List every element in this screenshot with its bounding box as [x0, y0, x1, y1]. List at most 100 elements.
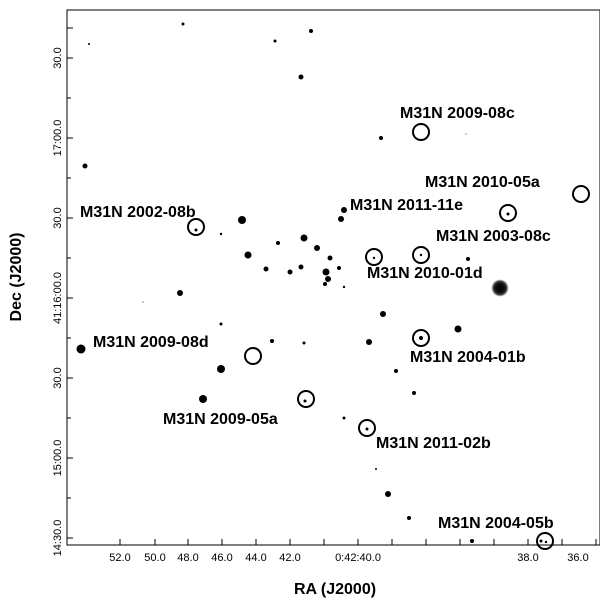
star — [380, 311, 386, 317]
x-tick-label: 42.0 — [279, 552, 300, 564]
star — [454, 325, 462, 333]
x-tick-label: 0:42:40.0 — [335, 552, 381, 564]
x-tick-label: 46.0 — [211, 552, 232, 564]
x-tick-label: 48.0 — [177, 552, 198, 564]
star — [465, 133, 467, 135]
star — [469, 351, 471, 353]
star — [470, 539, 474, 543]
star — [300, 234, 308, 242]
nova-label-2011-02b: M31N 2011-02b — [376, 435, 491, 452]
star — [385, 491, 391, 497]
nova-circle — [412, 329, 430, 347]
star — [309, 29, 313, 33]
star — [273, 39, 277, 43]
star — [466, 257, 470, 261]
nova-point — [194, 228, 198, 232]
star — [314, 245, 320, 251]
nova-point — [544, 540, 548, 544]
nova-point — [506, 212, 510, 216]
nova-label-2002-08b: M31N 2002-08b — [80, 204, 196, 221]
star — [322, 268, 330, 276]
x-tick-label: 38.0 — [517, 552, 538, 564]
nova-circle — [412, 123, 430, 141]
nova-point — [419, 253, 423, 257]
star — [379, 136, 383, 140]
y-tick-label: 15:00.0 — [52, 440, 64, 477]
y-axis — [67, 27, 73, 539]
star — [539, 539, 543, 543]
nova-point — [419, 336, 423, 340]
star — [287, 269, 293, 275]
nova-markers — [187, 123, 590, 550]
plot-frame — [66, 9, 600, 546]
nova-circle — [572, 185, 590, 203]
x-tick-label: 36.0 — [567, 552, 588, 564]
x-tick-label: 50.0 — [144, 552, 165, 564]
star — [302, 341, 306, 345]
x-tick-label: 52.0 — [109, 552, 130, 564]
y-tick-label: 41:16:00.0 — [52, 272, 64, 324]
star — [276, 241, 280, 245]
star — [366, 339, 372, 345]
star — [238, 216, 246, 224]
star — [412, 391, 416, 395]
y-tick-label: 14:30.0 — [52, 520, 64, 557]
y-tick-label: 30.0 — [52, 367, 64, 388]
star-field — [76, 22, 543, 543]
x-axis — [119, 539, 597, 545]
y-tick-label: 30.0 — [52, 207, 64, 228]
star — [325, 276, 331, 282]
star — [142, 301, 144, 303]
nova-label-2011-11e: M31N 2011-11e — [350, 197, 463, 214]
star — [177, 290, 183, 296]
nova-circle — [187, 218, 205, 236]
y-tick-labels: 30.0 17:00.0 30.0 41:16:00.0 30.0 15:00.… — [52, 47, 64, 556]
star — [181, 22, 185, 26]
star — [327, 255, 333, 261]
nova-label-2009-08c: M31N 2009-08c — [400, 105, 515, 122]
star — [219, 232, 223, 236]
nova-circle — [297, 390, 315, 408]
x-tick-label: 44.0 — [245, 552, 266, 564]
star — [76, 344, 86, 354]
nova-point — [372, 256, 376, 260]
star — [263, 266, 269, 272]
star — [270, 339, 274, 343]
star — [337, 266, 341, 270]
x-tick-labels: 52.0 50.0 48.0 46.0 44.0 42.0 0:42:40.0 … — [109, 552, 588, 564]
nova-label-2009-08d: M31N 2009-08d — [93, 334, 209, 351]
nova-circle — [536, 532, 554, 550]
nova-centres — [194, 212, 548, 544]
nova-label-2009-05a: M31N 2009-05a — [163, 411, 278, 428]
nova-label-2004-05b: M31N 2004-05b — [438, 515, 554, 532]
star — [244, 251, 252, 259]
nova-circle — [244, 347, 262, 365]
star — [82, 163, 88, 169]
nova-label-2004-01b: M31N 2004-01b — [410, 349, 526, 366]
star — [323, 282, 327, 286]
nova-circle — [358, 419, 376, 437]
y-axis-title: Dec (J2000) — [8, 233, 25, 322]
star — [199, 395, 207, 403]
image-field — [67, 10, 600, 545]
star — [491, 279, 509, 297]
star — [298, 74, 304, 80]
star — [375, 468, 377, 470]
y-tick-label: 17:00.0 — [52, 120, 64, 157]
star — [219, 322, 223, 326]
nova-label-2010-01d: M31N 2010-01d — [367, 265, 483, 282]
nova-label-2003-08c: M31N 2003-08c — [436, 228, 551, 245]
nova-circle — [412, 246, 430, 264]
x-axis-title: RA (J2000) — [294, 581, 376, 598]
star — [217, 365, 225, 373]
star — [407, 516, 411, 520]
star — [394, 369, 398, 373]
star — [342, 416, 346, 420]
nova-circle — [499, 204, 517, 222]
nova-labels: M31N 2009-08c M31N 2010-05a M31N 2002-08… — [80, 105, 554, 532]
nova-point — [303, 399, 307, 403]
star — [342, 285, 346, 289]
nova-circle — [365, 248, 383, 266]
nova-label-2010-05a: M31N 2010-05a — [425, 174, 540, 191]
